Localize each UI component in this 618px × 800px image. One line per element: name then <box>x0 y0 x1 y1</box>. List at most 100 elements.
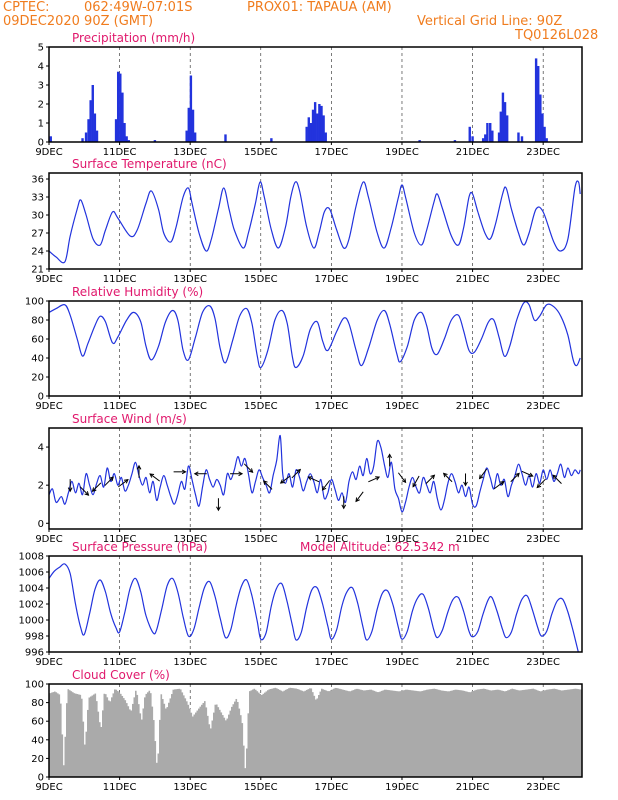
cloud-bar <box>126 703 128 777</box>
precip-bar <box>497 132 501 142</box>
cloud-bar <box>519 690 521 777</box>
cloud-bar <box>282 691 284 777</box>
cloud-bar <box>496 689 499 777</box>
cloud-bar <box>348 691 350 777</box>
cloud-bar <box>117 691 119 777</box>
cloud-bar <box>487 689 490 777</box>
precip-bar <box>91 85 94 142</box>
cloud-bar <box>249 691 251 777</box>
cloud-bar <box>97 711 100 777</box>
cloud-bar <box>430 689 433 777</box>
cloud-bar <box>445 691 448 777</box>
cloud-bar <box>246 748 248 777</box>
cloud-bar <box>490 690 493 777</box>
cloud-bar <box>316 698 319 777</box>
header-run: 09DEC2020 90Z (GMT) <box>3 14 154 29</box>
cloud-bar <box>240 715 242 777</box>
cloud-bar <box>544 690 547 777</box>
cloud-bar <box>196 710 199 777</box>
panel-title: Cloud Cover (%) <box>72 668 170 682</box>
cloud-bar <box>535 689 538 777</box>
precip-bar <box>489 123 492 142</box>
cloud-bar <box>345 690 347 777</box>
panel-plot-area <box>49 301 581 396</box>
panel-title: Surface Pressure (hPa) <box>72 540 208 554</box>
cloud-bar <box>265 691 268 777</box>
cloud-bar <box>49 693 52 777</box>
x-tick-label: 21DEC <box>456 657 490 668</box>
precip-bar <box>119 73 122 142</box>
cloud-bar <box>259 693 262 777</box>
cloud-bar <box>148 690 151 777</box>
y-tick-label: 100 <box>25 680 44 691</box>
cloud-bar <box>459 690 461 777</box>
cloud-bar <box>508 689 511 777</box>
cloud-bar <box>513 689 515 777</box>
wind-arrow-head <box>412 482 417 488</box>
y-tick-label: 0 <box>38 773 44 784</box>
x-tick-label: 21DEC <box>456 401 490 412</box>
cloud-bar <box>337 688 340 777</box>
cloud-bar <box>84 744 86 777</box>
cloud-bar <box>70 691 73 777</box>
cloud-bar <box>312 692 314 777</box>
cloud-bar <box>435 688 437 777</box>
x-tick-label: 15DEC <box>244 657 278 668</box>
cloud-bar <box>157 753 160 777</box>
cloud-bar <box>168 702 170 777</box>
cloud-bar <box>172 689 175 777</box>
cloud-bar <box>357 688 359 777</box>
cloud-bar <box>129 709 131 777</box>
precip-bar <box>270 138 273 142</box>
x-tick-label: 11DEC <box>103 147 137 158</box>
precip-bar <box>125 136 128 142</box>
cloud-bar <box>145 693 148 777</box>
cloud-bar <box>429 689 431 777</box>
cloud-bar <box>90 696 92 777</box>
cloud-bar <box>564 690 566 777</box>
cloud-bar <box>55 692 58 777</box>
precip-bar <box>49 136 52 142</box>
cloud-bar <box>102 710 104 777</box>
wind-arrow-head <box>499 480 505 486</box>
cloud-bar <box>198 708 200 777</box>
y-tick-label: 100 <box>25 297 44 308</box>
cloud-bar <box>199 706 202 777</box>
wind-arrow-head <box>463 481 468 487</box>
cloud-bar <box>142 708 145 777</box>
cloud-bar <box>354 689 356 777</box>
cloud-bar <box>507 690 509 777</box>
cloud-bar <box>73 693 76 777</box>
cloud-bar <box>465 691 467 777</box>
precip-bar <box>189 75 193 142</box>
cloud-bar <box>571 689 574 777</box>
x-tick-label: 15DEC <box>244 274 278 285</box>
cloud-bar <box>81 698 83 777</box>
cloud-bar <box>390 690 392 777</box>
x-tick-label: 15DEC <box>244 782 278 793</box>
cloud-bar <box>264 692 266 777</box>
precip-bar <box>505 115 509 142</box>
precip-bar <box>537 66 540 142</box>
precip-bar <box>545 138 548 142</box>
panel-frame <box>48 46 583 143</box>
cloud-bar <box>525 689 527 777</box>
y-tick-label: 4 <box>38 443 44 454</box>
y-tick-label: 2 <box>38 100 44 111</box>
cloud-bar <box>226 718 229 777</box>
cloud-bar <box>309 688 311 777</box>
x-tick-label: 9DEC <box>35 401 62 412</box>
cloud-bar <box>333 688 335 777</box>
cloud-bar <box>439 690 442 777</box>
precip-bar <box>305 126 308 142</box>
cloud-bar <box>235 698 238 777</box>
cloud-bar <box>193 714 196 777</box>
x-tick-label: 23DEC <box>526 657 560 668</box>
wind-arrow <box>291 469 301 479</box>
cloud-bar <box>144 697 146 777</box>
cloud-bar <box>306 689 308 777</box>
cloud-bar <box>271 688 274 777</box>
panel-plot-area <box>49 428 581 529</box>
cloud-bar <box>147 692 149 777</box>
cloud-bar <box>324 689 326 777</box>
